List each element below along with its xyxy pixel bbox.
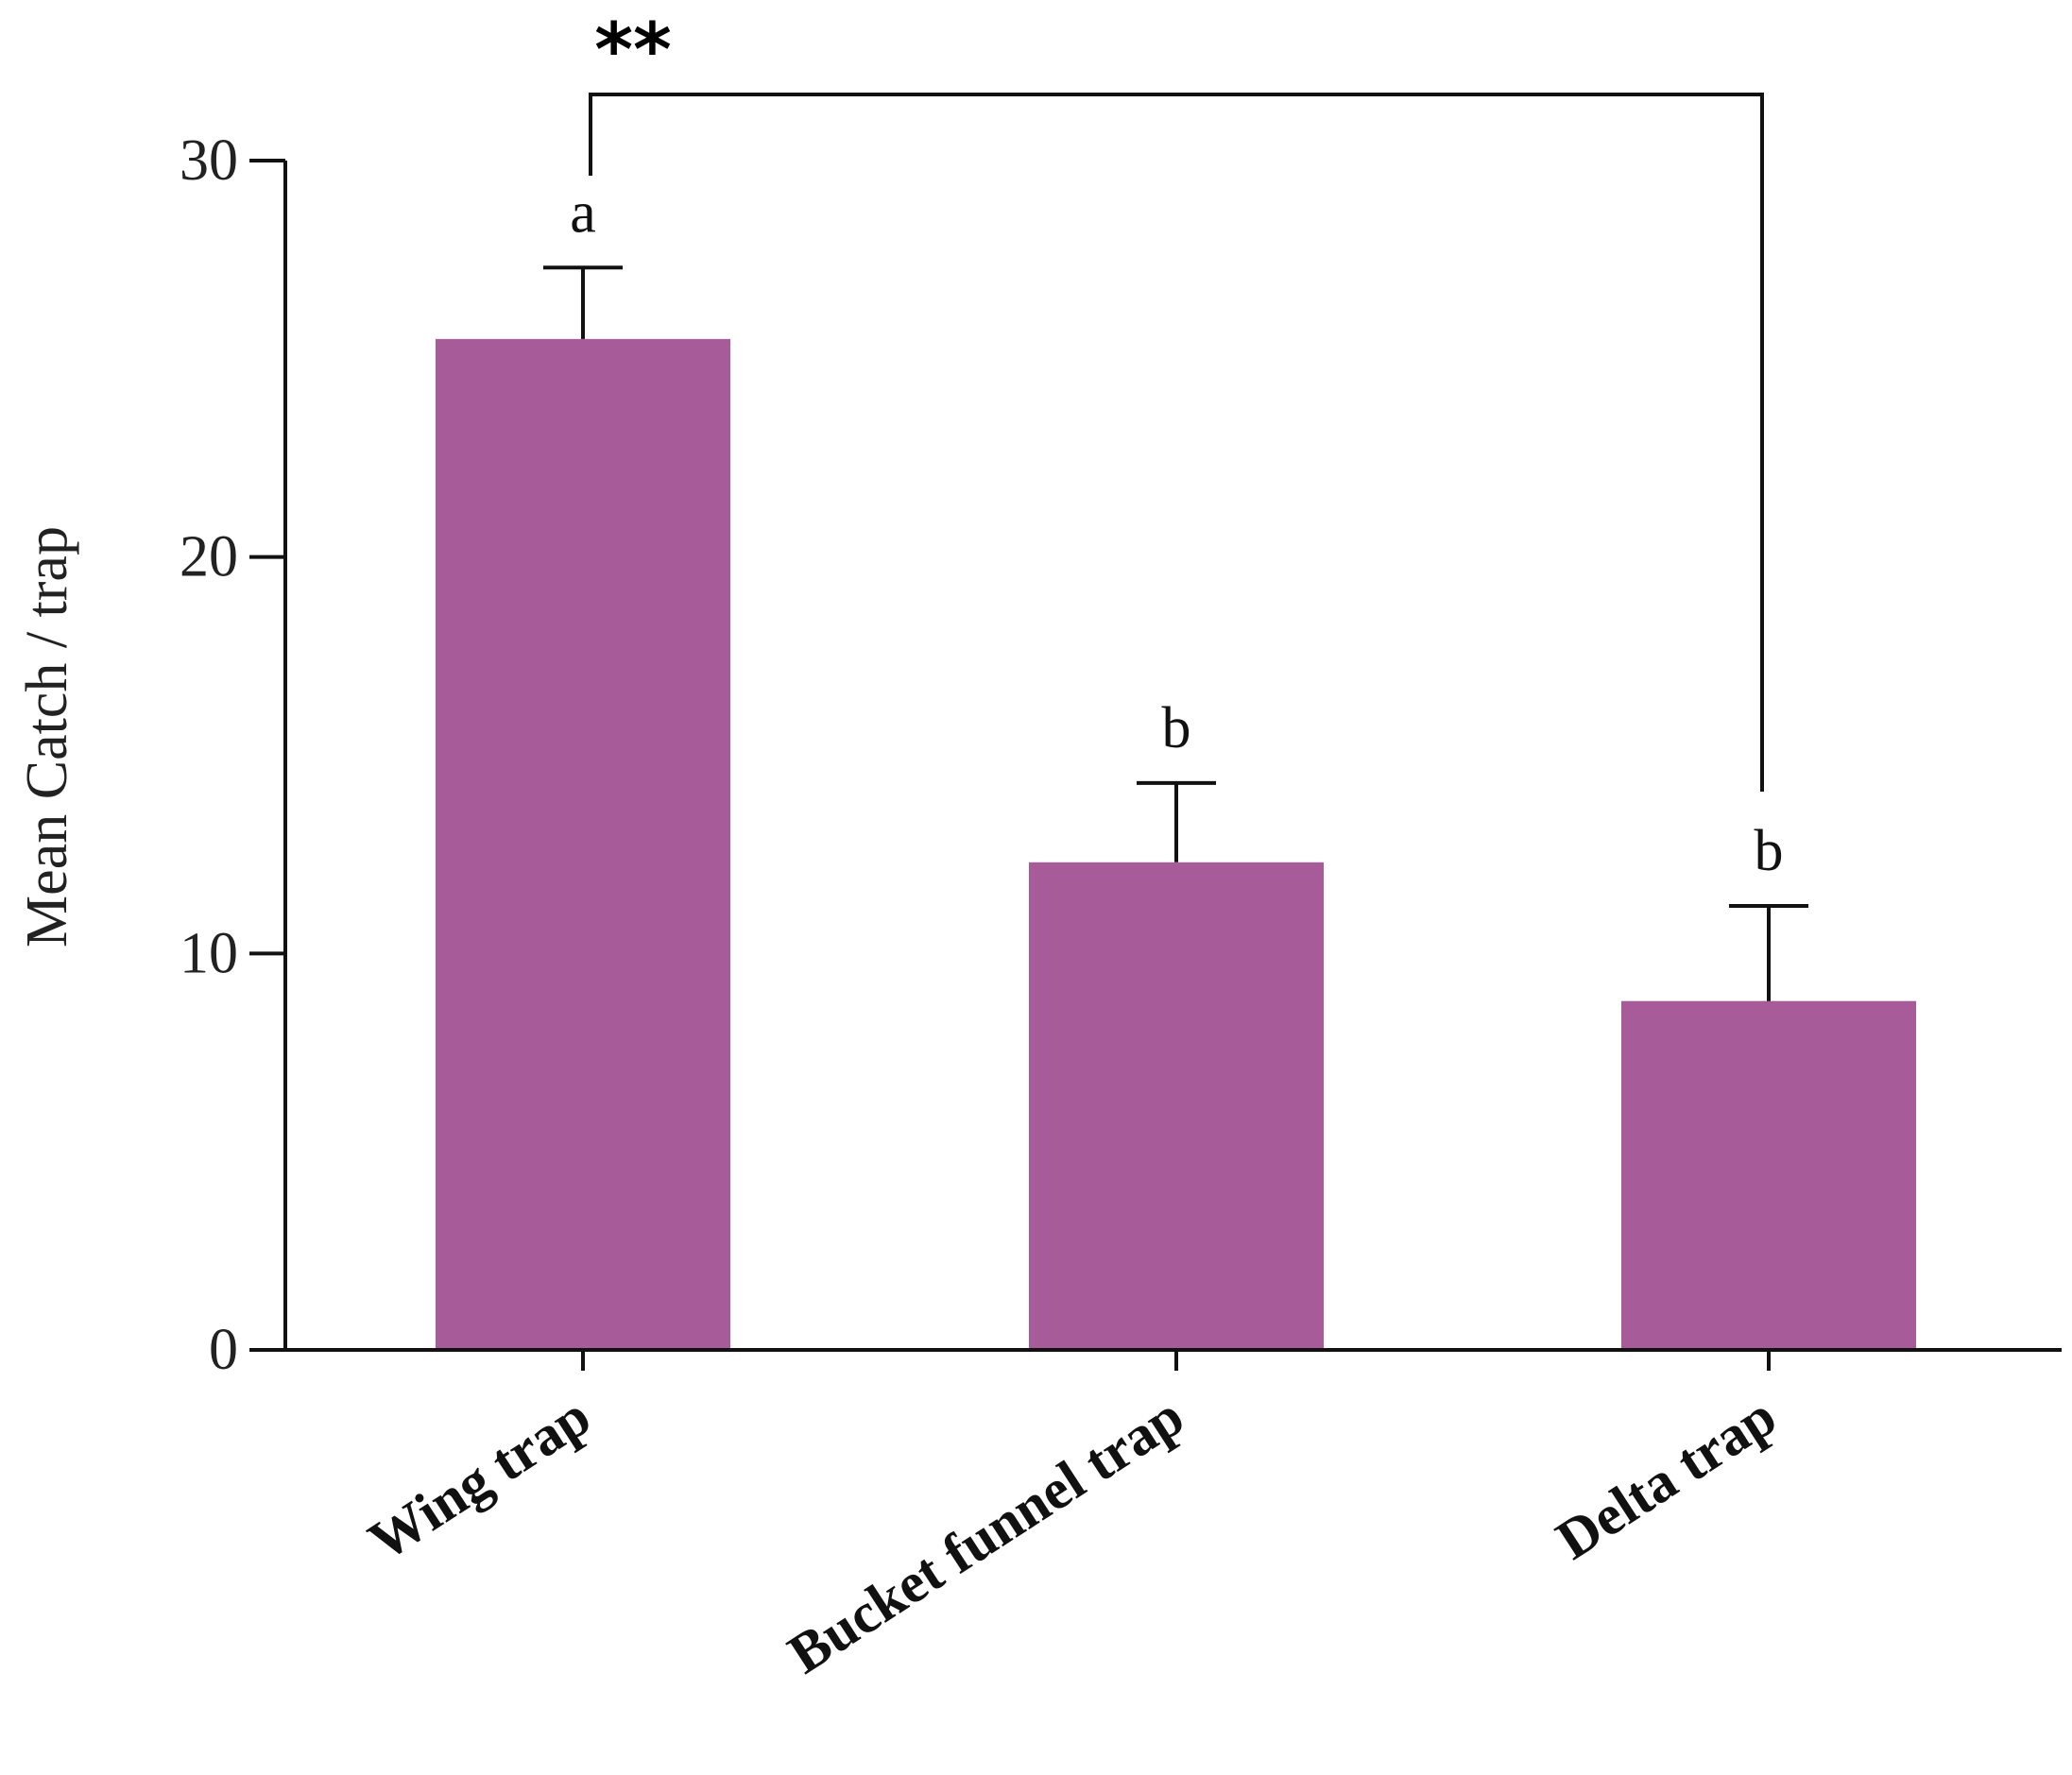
y-axis-ticks: 0 10 20 30 <box>180 128 285 1382</box>
significance-letters: a b b <box>570 180 1783 883</box>
x-axis-ticks <box>581 1350 1771 1371</box>
x-axis-category-labels: Wing trap Bucket funnel trap Delta trap <box>358 1385 1787 1686</box>
bar <box>1029 862 1324 1350</box>
y-tick-label: 10 <box>180 921 238 985</box>
x-category-label: Delta trap <box>1546 1385 1787 1572</box>
x-category-label: Bucket funnel trap <box>778 1385 1194 1686</box>
y-tick-label: 30 <box>180 128 238 193</box>
y-axis-label: Mean Catch / trap <box>15 526 79 947</box>
significance-letter: b <box>1755 819 1784 883</box>
bar <box>1621 1000 1916 1350</box>
y-tick-label: 0 <box>209 1318 238 1382</box>
significance-bracket <box>589 93 1764 792</box>
error-bars <box>543 265 1808 1001</box>
y-tick-label: 20 <box>180 525 238 589</box>
significance-stars: ** <box>594 9 672 94</box>
bar <box>436 338 730 1351</box>
x-category-label: Wing trap <box>358 1385 601 1573</box>
significance-letter: a <box>570 180 596 245</box>
significance-letter: b <box>1162 696 1191 760</box>
bars <box>436 338 1916 1351</box>
